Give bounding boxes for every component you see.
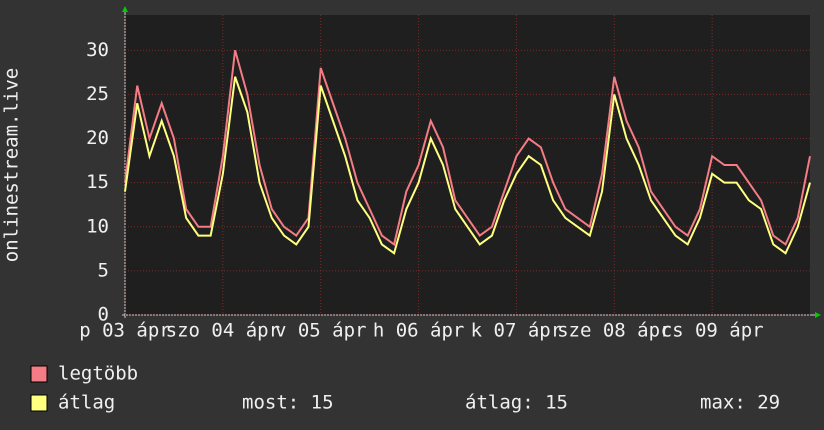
legend-stat: max: 29 — [700, 392, 780, 414]
legend-swatch — [30, 365, 48, 383]
x-tick-label: sze 08 ápr — [557, 320, 671, 342]
x-tick-label: cs 09 ápr — [661, 320, 764, 342]
x-tick-label: szo 04 ápr — [166, 320, 280, 342]
legend-stat: átlag: 15 — [465, 392, 568, 414]
series-line — [124, 50, 811, 247]
plot-area — [125, 15, 810, 315]
x-tick-label: k 07 ápr — [471, 320, 563, 342]
x-tick-label: p 03 ápr — [79, 320, 171, 342]
x-tick-label: v 05 ápr — [275, 320, 367, 342]
legend-label: átlag — [58, 392, 115, 414]
legend-swatch — [30, 394, 48, 412]
arrow — [122, 6, 128, 12]
y-tick-label: 25 — [86, 83, 109, 105]
legend-stat: most: 15 — [242, 392, 334, 414]
arrow — [815, 312, 821, 318]
legend-label: legtöbb — [58, 363, 138, 385]
y-axis-label: onlinestream.live — [1, 68, 23, 262]
y-tick-label: 0 — [98, 304, 109, 326]
x-tick-label: h 06 ápr — [373, 320, 465, 342]
y-tick-label: 20 — [86, 127, 109, 149]
y-tick-label: 30 — [86, 39, 109, 61]
y-tick-label: 15 — [86, 171, 109, 193]
series-line — [124, 76, 811, 255]
y-tick-label: 5 — [98, 259, 109, 281]
y-tick-label: 10 — [86, 215, 109, 237]
